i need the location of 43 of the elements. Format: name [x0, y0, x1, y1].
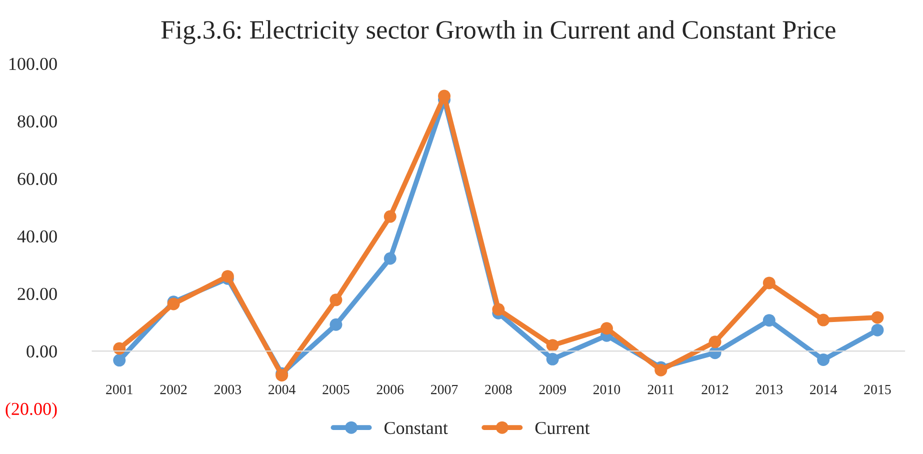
x-tick-label: 2014 — [810, 384, 837, 394]
x-tick-label: 2010 — [593, 384, 620, 394]
point — [384, 252, 396, 265]
x-tick-label: 2002 — [160, 384, 187, 394]
point — [546, 352, 559, 366]
legend-label: Current — [535, 422, 590, 434]
x-tick-label: 2007 — [430, 384, 458, 394]
point — [600, 322, 613, 335]
x-tick-label: 2011 — [648, 384, 674, 394]
point — [817, 314, 830, 326]
point — [546, 339, 559, 352]
point — [762, 314, 776, 327]
point — [871, 324, 884, 336]
x-tick-label: 2006 — [376, 384, 404, 394]
y-tick-label: 100.00 — [10, 58, 57, 70]
point — [330, 318, 342, 331]
point — [654, 364, 668, 376]
y-tick-label: (20.00) — [6, 402, 57, 419]
chart-title: Fig.3.6: Electricity sector Growth in Current and Constant Price — [161, 20, 836, 44]
point — [113, 354, 126, 367]
point — [708, 336, 722, 348]
point — [762, 276, 776, 290]
x-tick-label: 2004 — [268, 384, 296, 394]
x-tick-label: 2003 — [214, 384, 242, 394]
y-tick-label: 40.00 — [17, 230, 57, 243]
point — [438, 90, 451, 102]
y-tick-label: 0.00 — [26, 345, 57, 358]
x-tick-label: 2015 — [864, 384, 891, 394]
point — [817, 353, 830, 366]
x-tick-label: 2001 — [106, 384, 132, 394]
x-tick-label: 2008 — [485, 384, 512, 394]
point — [492, 303, 505, 316]
x-tick-label: 2013 — [756, 384, 783, 394]
legend-label: Constant — [384, 422, 448, 434]
x-tick-label: 2009 — [539, 384, 566, 394]
y-tick-label: 60.00 — [18, 172, 57, 186]
point — [384, 210, 396, 223]
y-tick-label: 80.00 — [18, 115, 57, 128]
point — [330, 294, 342, 306]
y-tick-label: 20.00 — [18, 288, 57, 300]
point — [871, 311, 884, 324]
x-tick-label: 2012 — [702, 384, 728, 394]
x-tick-label: 2005 — [322, 384, 350, 394]
